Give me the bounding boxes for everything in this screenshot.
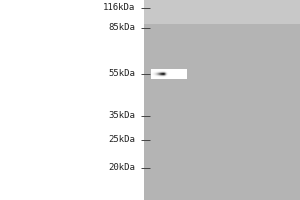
Text: 85kDa: 85kDa (108, 23, 135, 32)
Text: 25kDa: 25kDa (108, 136, 135, 144)
Text: 55kDa: 55kDa (108, 70, 135, 78)
Bar (144, 0, 300, 24)
Bar (144, 0, 300, 200)
Text: 116kDa: 116kDa (103, 3, 135, 12)
Text: 20kDa: 20kDa (108, 163, 135, 172)
Text: 35kDa: 35kDa (108, 111, 135, 120)
